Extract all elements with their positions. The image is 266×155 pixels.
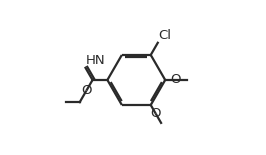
Text: Cl: Cl <box>159 29 172 42</box>
Text: O: O <box>81 84 92 97</box>
Text: O: O <box>151 107 161 120</box>
Text: O: O <box>170 73 180 86</box>
Text: HN: HN <box>86 54 105 67</box>
